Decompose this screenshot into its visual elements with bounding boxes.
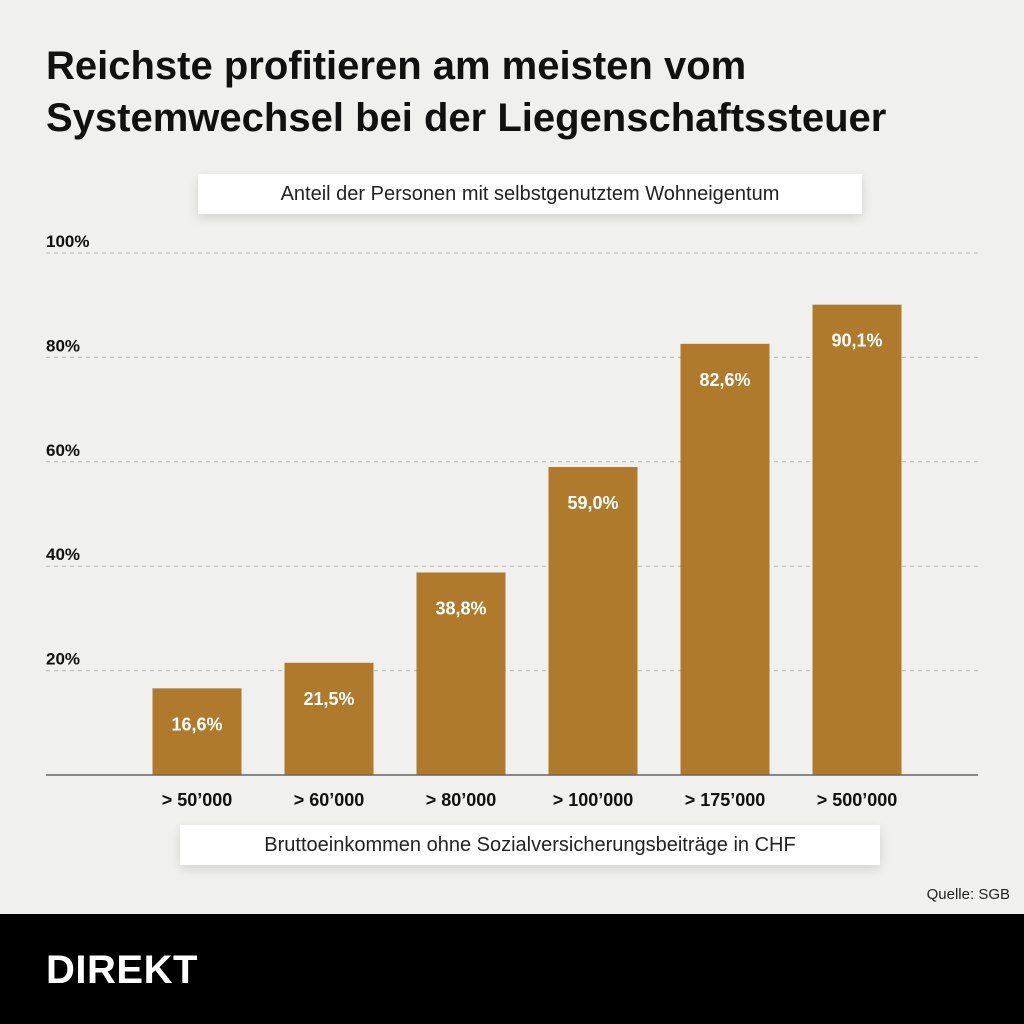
- x-tick-label: > 60’000: [294, 790, 365, 810]
- bar: [812, 304, 902, 775]
- data-label: 21,5%: [303, 689, 354, 709]
- x-tick-label: > 175’000: [685, 790, 766, 810]
- bar: [284, 662, 374, 775]
- source-note: Quelle: SGB: [926, 886, 1010, 903]
- y-axis-label: Anteil der Personen mit selbstgenutztem …: [198, 174, 862, 214]
- data-label: 82,6%: [699, 370, 750, 390]
- data-label: 59,0%: [567, 493, 618, 513]
- chart-title: Reichste profitieren am meisten vom Syst…: [46, 44, 887, 140]
- x-tick-label: > 50’000: [162, 790, 233, 810]
- data-label: 38,8%: [435, 598, 486, 618]
- y-tick-label: 80%: [46, 336, 80, 355]
- x-tick-label: > 500’000: [817, 790, 898, 810]
- bar: [548, 467, 638, 775]
- y-tick-label: 40%: [46, 545, 80, 564]
- data-label: 16,6%: [171, 714, 222, 734]
- footer-bar: DIREKT: [0, 914, 1024, 1024]
- x-tick-label: > 100’000: [553, 790, 634, 810]
- data-label: 90,1%: [831, 331, 882, 351]
- bar: [680, 343, 770, 775]
- bar-chart: 20% 40% 60% 80% 100% 16,6% > 50’000 21,5% > 60’0…: [46, 232, 978, 810]
- bar: [416, 572, 506, 775]
- x-axis-label: Bruttoeinkommen ohne Sozialversicherungs…: [180, 825, 880, 865]
- y-tick-label: 60%: [46, 441, 80, 460]
- x-tick-label: > 80’000: [426, 790, 497, 810]
- brand-logo: DIREKT: [46, 948, 198, 992]
- bar: [152, 688, 242, 775]
- y-tick-label: 100%: [46, 232, 89, 251]
- y-tick-label: 20%: [46, 650, 80, 669]
